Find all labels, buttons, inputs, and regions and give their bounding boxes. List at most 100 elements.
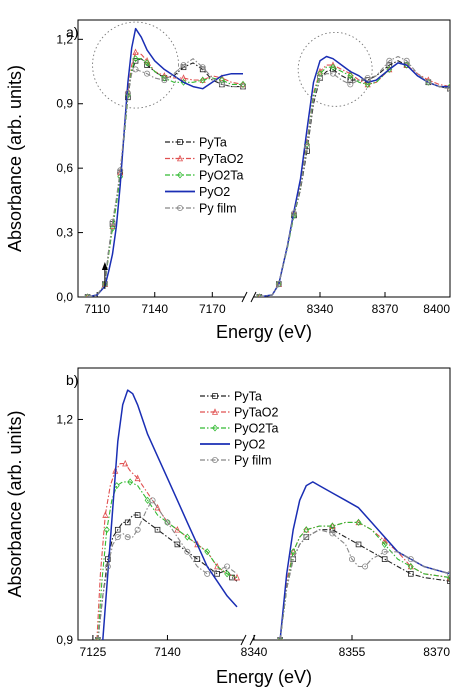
data-point-py-film: [199, 64, 206, 71]
x-tick-label: 8370: [423, 645, 450, 659]
data-point-py-film: [104, 563, 111, 570]
highlight-circle: [297, 31, 373, 107]
x-tick-label: 7170: [199, 302, 226, 316]
data-point-pyo2ta: [199, 76, 206, 84]
x-tick-label: 7140: [154, 645, 181, 659]
x-tick-label: 7140: [141, 302, 168, 316]
data-point-pytao2: [214, 562, 221, 570]
data-point-pyta: [229, 574, 235, 581]
series-line-pytao2-left: [87, 51, 244, 297]
data-point-py-film: [134, 526, 141, 533]
data-point-py-film: [149, 497, 156, 504]
x-axis-label: Energy (eV): [216, 667, 312, 687]
series-line-py-film-right: [259, 55, 450, 297]
data-point-py-film: [316, 74, 323, 81]
data-point-pyta: [381, 556, 388, 562]
plot-frame: [77, 367, 451, 641]
data-point-py-film: [161, 77, 168, 84]
series-line-pyta-right: [279, 529, 450, 640]
y-tick-label: 0,0: [56, 290, 73, 304]
data-point-pyo2ta: [330, 63, 336, 71]
panel-tag: b): [66, 372, 78, 388]
data-point-pyo2ta: [355, 518, 362, 526]
data-point-py-film: [180, 62, 187, 69]
data-point-pytao2: [109, 222, 116, 229]
plot-area: [84, 27, 450, 297]
legend-marker: [177, 139, 183, 145]
legend: PyTa PyTaO2 PyO2Ta PyO2 Py film: [200, 390, 279, 468]
y-tick-label: 0,6: [56, 161, 73, 175]
legend: PyTa PyTaO2 PyO2Ta PyO2 Py film: [165, 136, 244, 216]
data-point-py-film: [124, 90, 131, 97]
y-axis-label: Absorbance (arb. units): [5, 410, 25, 597]
data-point-pyo2ta: [317, 70, 323, 78]
data-point-pytao2: [132, 48, 139, 56]
data-point-pyo2ta: [290, 548, 297, 556]
y-tick-label: 0,9: [56, 97, 73, 111]
data-point-pytao2: [381, 537, 388, 544]
data-point-pyo2ta: [291, 211, 297, 219]
x-tick-label: 8340: [241, 645, 268, 659]
data-point-py-film: [275, 281, 282, 288]
data-point-py-film: [164, 519, 171, 526]
data-point-pyta: [105, 556, 111, 562]
data-point-pyta: [199, 66, 206, 73]
data-point-pytao2: [218, 74, 225, 81]
series-line-pytao2-right: [279, 521, 450, 640]
legend-label: Py film: [234, 454, 272, 468]
data-point-pyta: [124, 519, 131, 526]
data-point-pytao2: [134, 474, 141, 482]
data-point-pyta: [132, 57, 139, 64]
data-point-pyta: [347, 77, 354, 83]
legend-label: PyO2Ta: [199, 169, 244, 183]
data-point-pyta: [329, 526, 336, 533]
axis-break-mask: [245, 291, 253, 303]
data-point-py-film: [204, 570, 211, 577]
arrow-head: [101, 262, 108, 270]
data-point-py-film: [303, 143, 310, 150]
legend-marker: [176, 154, 184, 162]
series-line-pytao2-right: [259, 62, 450, 297]
x-axis-label: Energy (eV): [216, 322, 312, 342]
data-point-pyo2ta: [184, 533, 191, 541]
data-point-py-film: [386, 57, 393, 64]
axis-break-mark: [250, 291, 257, 303]
data-point-pytao2: [194, 540, 201, 548]
data-point-py-film: [224, 563, 231, 570]
y-axis-label: Absorbance (arb. units): [5, 65, 25, 252]
data-point-py-film: [303, 534, 310, 541]
data-point-py-film: [425, 79, 432, 86]
data-point-pyo2ta: [144, 496, 151, 504]
data-point-pyta: [154, 526, 161, 533]
data-point-py-film: [290, 210, 297, 217]
axis-break-mark: [241, 291, 248, 303]
legend-label: PyTaO2: [234, 406, 279, 420]
data-point-pyta: [214, 571, 220, 577]
data-point-pyo2ta: [447, 573, 450, 582]
x-tick-label: 8370: [372, 302, 399, 316]
data-point-py-film: [109, 218, 116, 225]
data-point-pyta: [355, 541, 362, 548]
series-line-pyo2-left: [87, 27, 243, 297]
legend-label: PyO2: [199, 185, 230, 199]
series-line-py-film-right: [279, 529, 450, 640]
data-point-py-film: [117, 167, 124, 174]
data-point-pyo2ta: [277, 636, 284, 640]
legend-label: PyTaO2: [199, 152, 244, 166]
data-point-pyta: [447, 578, 450, 584]
data-point-py-film: [290, 556, 297, 563]
data-point-py-film: [447, 570, 450, 577]
legend-marker: [211, 456, 218, 463]
data-point-pyo2ta: [103, 526, 110, 534]
data-point-py-film: [329, 70, 336, 77]
data-point-pytao2: [180, 74, 187, 81]
data-point-pyo2ta: [407, 562, 414, 571]
axis-break-mark: [240, 634, 247, 646]
y-tick-label: 0,9: [56, 633, 73, 647]
data-point-py-film: [347, 81, 354, 88]
y-tick-label: 1,2: [56, 32, 73, 46]
series-line-pyo2ta-right: [259, 62, 450, 297]
data-point-pyta: [174, 541, 181, 548]
legend-label: PyO2: [234, 438, 265, 452]
